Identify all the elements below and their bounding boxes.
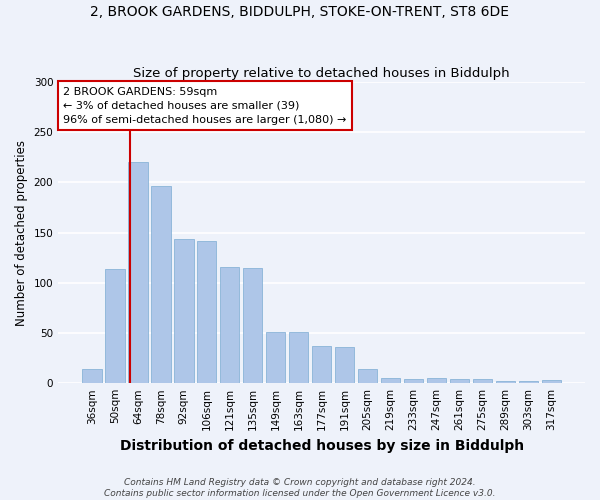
Bar <box>427 378 446 383</box>
Title: Size of property relative to detached houses in Biddulph: Size of property relative to detached ho… <box>133 66 510 80</box>
Bar <box>312 346 331 383</box>
Bar <box>105 269 125 383</box>
Bar <box>335 347 355 383</box>
Bar <box>449 379 469 383</box>
Text: Contains HM Land Registry data © Crown copyright and database right 2024.
Contai: Contains HM Land Registry data © Crown c… <box>104 478 496 498</box>
Bar <box>358 369 377 383</box>
Bar <box>151 186 170 383</box>
Bar <box>496 381 515 383</box>
X-axis label: Distribution of detached houses by size in Biddulph: Distribution of detached houses by size … <box>119 438 524 452</box>
Bar <box>404 379 423 383</box>
Bar <box>542 380 561 383</box>
Text: 2 BROOK GARDENS: 59sqm
← 3% of detached houses are smaller (39)
96% of semi-deta: 2 BROOK GARDENS: 59sqm ← 3% of detached … <box>64 86 347 124</box>
Bar <box>128 162 148 383</box>
Bar <box>82 369 101 383</box>
Bar <box>289 332 308 383</box>
Bar <box>473 379 492 383</box>
Bar <box>197 240 217 383</box>
Bar <box>518 381 538 383</box>
Y-axis label: Number of detached properties: Number of detached properties <box>15 140 28 326</box>
Bar <box>381 378 400 383</box>
Bar <box>174 238 194 383</box>
Text: 2, BROOK GARDENS, BIDDULPH, STOKE-ON-TRENT, ST8 6DE: 2, BROOK GARDENS, BIDDULPH, STOKE-ON-TRE… <box>91 5 509 19</box>
Bar <box>266 332 286 383</box>
Bar <box>243 268 262 383</box>
Bar <box>220 266 239 383</box>
